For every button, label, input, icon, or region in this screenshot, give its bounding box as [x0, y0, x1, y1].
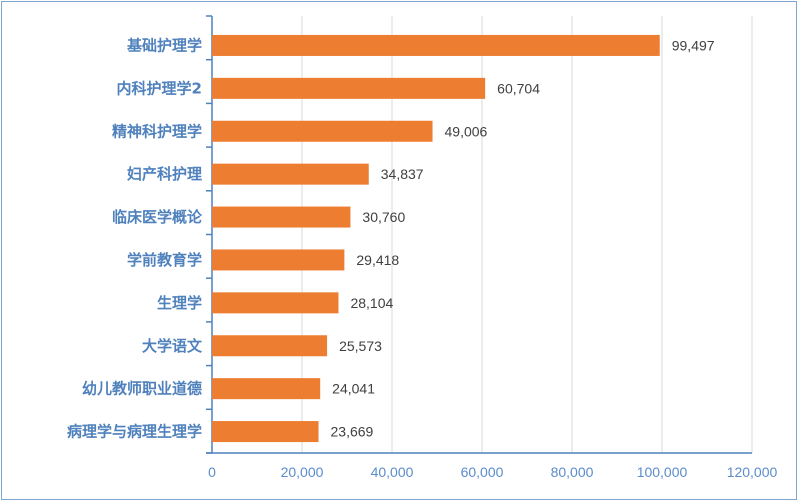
bar	[212, 77, 486, 99]
bar	[212, 249, 345, 271]
category-label: 病理学与病理生理学	[67, 423, 202, 441]
data-label: 49,006	[445, 123, 488, 139]
data-label: 29,418	[356, 252, 399, 268]
category-label: 妇产科护理	[126, 165, 202, 183]
category-label: 幼儿教师职业道德	[82, 380, 202, 398]
bar	[212, 163, 369, 185]
data-label: 34,837	[381, 166, 424, 182]
data-label: 28,104	[350, 295, 393, 311]
category-label: 基础护理学	[126, 36, 202, 54]
x-tick-label: 60,000	[461, 464, 504, 480]
data-label: 23,669	[331, 424, 374, 440]
category-label: 学前教育学	[127, 251, 202, 269]
x-tick-label: 100,000	[637, 464, 688, 480]
bar	[212, 335, 328, 357]
bar	[212, 206, 351, 228]
data-label: 99,497	[672, 37, 715, 53]
category-label: 生理学	[157, 294, 202, 312]
bar	[212, 421, 319, 443]
category-label: 内科护理学2	[117, 79, 202, 97]
data-label: 60,704	[497, 80, 540, 96]
x-tick-label: 80,000	[551, 464, 594, 480]
data-label: 24,041	[332, 381, 375, 397]
data-label: 25,573	[339, 338, 382, 354]
x-tick-label: 40,000	[371, 464, 414, 480]
x-tick-label: 120,000	[727, 464, 778, 480]
bar	[212, 292, 339, 314]
bar	[212, 34, 660, 56]
x-tick-label: 20,000	[281, 464, 324, 480]
category-label: 大学语文	[142, 337, 203, 355]
x-tick-label: 0	[208, 464, 216, 480]
data-label: 30,760	[362, 209, 405, 225]
bar	[212, 120, 433, 142]
category-label: 精神科护理学	[112, 122, 202, 140]
bar	[212, 378, 321, 400]
category-label: 临床医学概论	[112, 208, 203, 226]
